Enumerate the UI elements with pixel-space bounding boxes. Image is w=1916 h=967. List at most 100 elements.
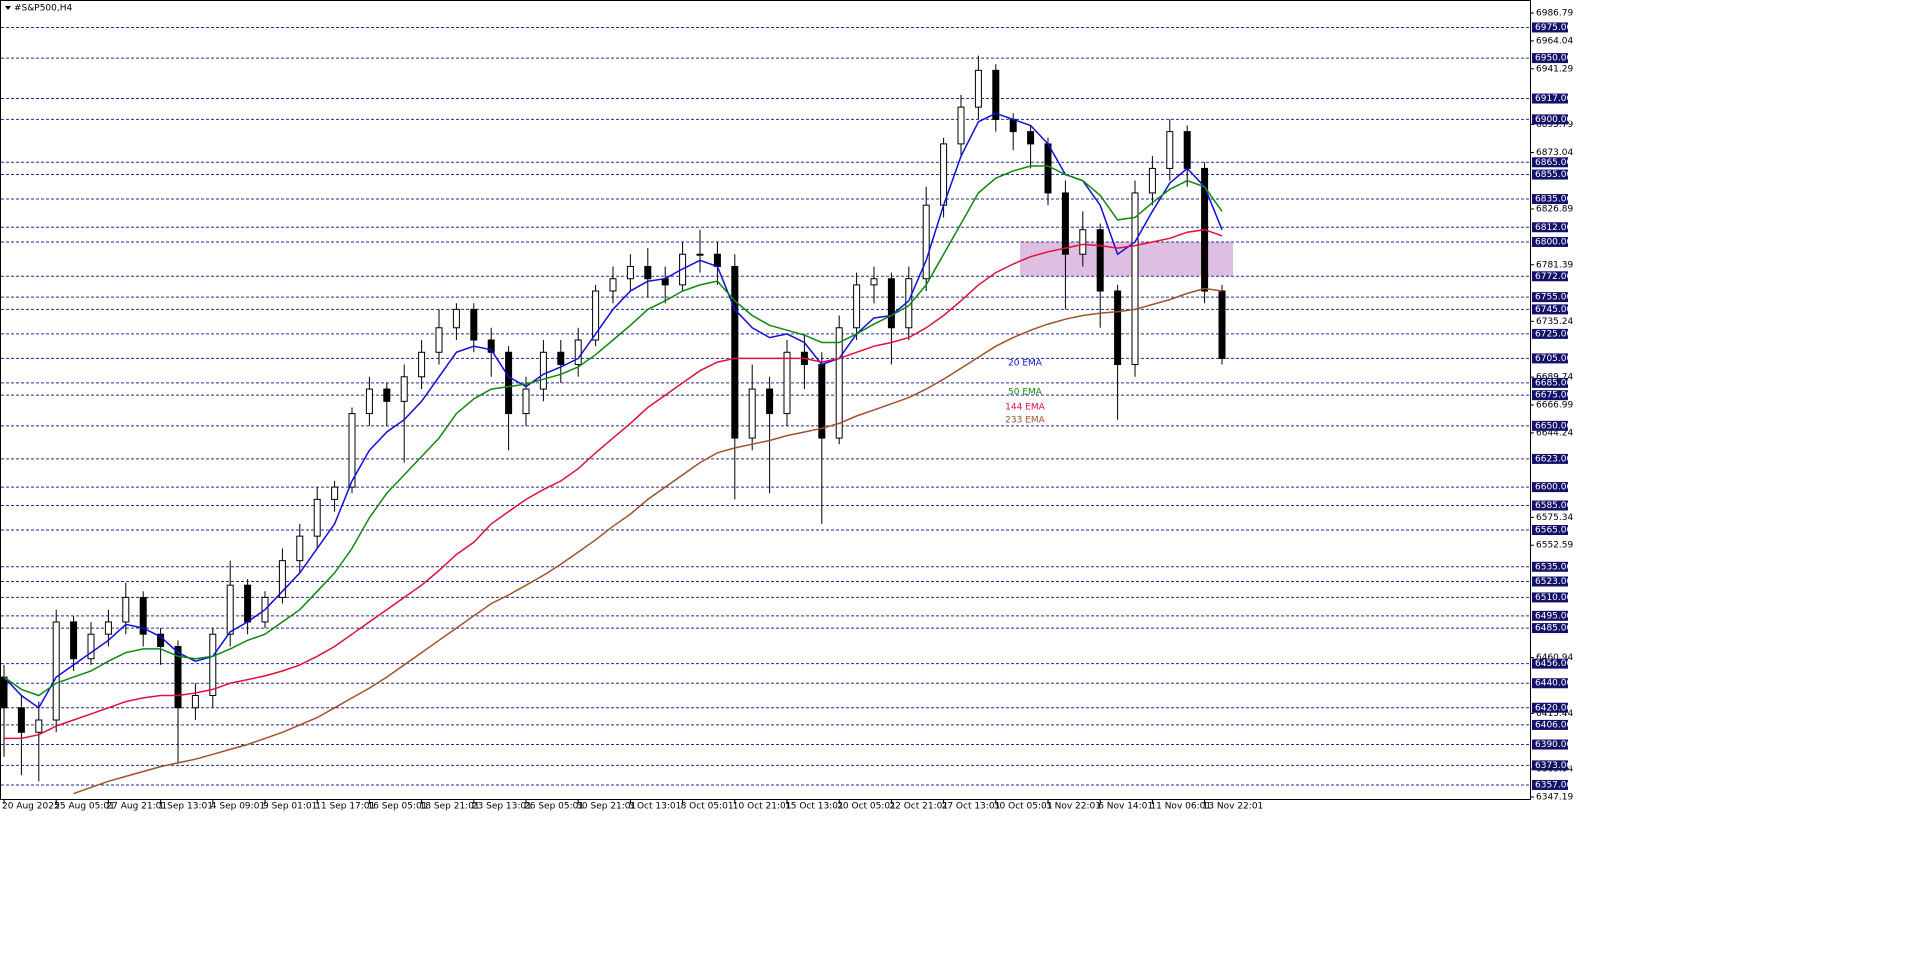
candle-body: [574, 339, 582, 366]
level-label-box: [1532, 739, 1568, 750]
level-label-box: [1532, 304, 1568, 315]
y-tick-label: 6347.19: [1536, 793, 1573, 803]
level-label-box: [1532, 328, 1568, 339]
candle-body: [853, 284, 861, 329]
y-tick-label: 6964.04: [1536, 36, 1573, 46]
level-label: 6485.00: [1535, 624, 1572, 634]
candle-body: [609, 278, 617, 292]
candle-body: [1044, 143, 1052, 194]
level-label: 6623.00: [1535, 454, 1572, 464]
level-label-box: [1532, 353, 1568, 364]
candle-body: [1096, 229, 1104, 292]
level-label: 6373.00: [1535, 761, 1572, 771]
ema-line: [3, 165, 1223, 697]
candle-body: [174, 645, 182, 709]
x-tick-label: 26 Sep 05:01: [524, 802, 584, 812]
candle-body: [922, 204, 930, 280]
level-label: 6585.00: [1535, 501, 1572, 511]
level-label: 6357.00: [1535, 780, 1572, 790]
candle-body: [835, 327, 843, 439]
candle-body: [522, 388, 530, 415]
candle-body: [957, 106, 965, 145]
level-label: 6420.00: [1535, 703, 1572, 713]
x-tick-label: 9 Sep 01:01: [263, 802, 317, 812]
candle-body: [1218, 290, 1226, 359]
level-label: 6650.00: [1535, 421, 1572, 431]
level-label-box: [1532, 500, 1568, 511]
x-tick-label: 20 Oct 05:01: [837, 802, 896, 812]
candle-body: [70, 621, 78, 660]
y-tick-label: 6575.34: [1536, 513, 1573, 523]
level-label-box: [1532, 271, 1568, 282]
level-label-box: [1532, 576, 1568, 587]
candle-body: [1114, 290, 1122, 366]
candle-body: [435, 327, 443, 353]
x-tick-label: 30 Oct 05:01: [994, 802, 1053, 812]
level-label: 6440.00: [1535, 679, 1572, 689]
level-label-box: [1532, 610, 1568, 621]
x-tick-label: 13 Nov 22:01: [1203, 802, 1264, 812]
candle-body: [226, 584, 234, 635]
legend-label: 20 EMA: [1008, 359, 1043, 369]
level-label-box: [1532, 157, 1568, 168]
level-label: 6495.00: [1535, 611, 1572, 621]
level-label-box: [1532, 390, 1568, 401]
candle-body: [452, 308, 460, 329]
y-tick-label: 6415.44: [1536, 709, 1573, 719]
candle-body: [626, 265, 634, 280]
level-label-box: [1532, 760, 1568, 771]
candle-body: [139, 596, 147, 635]
y-tick-label: 6895.79: [1536, 120, 1573, 130]
candle-body: [974, 69, 982, 108]
level-label: 6772.00: [1535, 272, 1572, 282]
level-label-box: [1532, 779, 1568, 790]
x-tick-label: 10 Oct 21:01: [733, 802, 792, 812]
candle-body: [331, 486, 339, 500]
x-tick-label: 4 Sep 09:01: [211, 802, 265, 812]
level-label: 6950.00: [1535, 54, 1572, 64]
candle-body: [940, 143, 948, 206]
candle-body: [592, 290, 600, 341]
candle-body: [52, 621, 60, 721]
level-label-box: [1532, 114, 1568, 125]
candle-body: [365, 388, 373, 415]
x-tick-label: 15 Oct 13:01: [785, 802, 844, 812]
candle-body: [1009, 118, 1017, 133]
level-label: 6800.00: [1535, 237, 1572, 247]
candle-body: [209, 633, 217, 696]
level-label: 6812.00: [1535, 223, 1572, 233]
level-label: 6535.00: [1535, 562, 1572, 572]
level-label: 6510.00: [1535, 593, 1572, 603]
candle-body: [783, 351, 791, 415]
x-tick-label: 11 Sep 17:01: [315, 802, 375, 812]
level-label: 6975.00: [1535, 23, 1572, 33]
legend-label: 233 EMA: [1005, 416, 1045, 426]
candle-body: [470, 308, 478, 341]
menu-icon[interactable]: [5, 6, 11, 10]
y-tick-label: 6826.89: [1536, 205, 1573, 215]
y-tick-label: 6941.29: [1536, 64, 1573, 74]
level-label-box: [1532, 194, 1568, 205]
level-label: 6725.00: [1535, 329, 1572, 339]
candle-body: [17, 707, 25, 733]
level-label-box: [1532, 453, 1568, 464]
candle-body: [644, 265, 652, 280]
x-tick-label: 18 Sep 21:01: [420, 802, 480, 812]
candle-body: [1061, 192, 1069, 255]
candle-body: [766, 388, 774, 415]
candle-body: [313, 498, 321, 537]
legend-label: 144 EMA: [1005, 403, 1045, 413]
candle-body: [87, 633, 95, 660]
candle-body: [122, 596, 130, 623]
x-tick-label: 8 Oct 05:01: [681, 802, 734, 812]
candle-body: [870, 278, 878, 286]
level-label: 6835.00: [1535, 195, 1572, 205]
candle-body: [505, 351, 513, 415]
y-tick-label: 6689.74: [1536, 373, 1573, 383]
x-tick-label: 3 Nov 22:01: [1046, 802, 1101, 812]
ema-line: [73, 287, 1223, 795]
candle-body: [35, 719, 43, 733]
level-label: 6755.00: [1535, 293, 1572, 303]
level-label-box: [1532, 377, 1568, 388]
candle-body: [191, 694, 199, 709]
